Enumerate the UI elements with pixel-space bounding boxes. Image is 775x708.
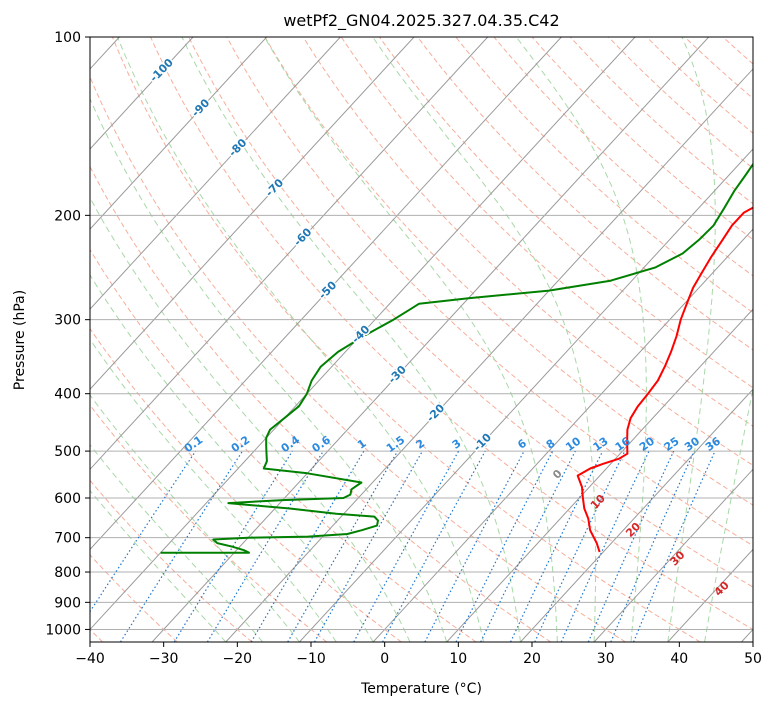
y-tick-label: 100 — [54, 30, 81, 46]
dry-adiabat — [90, 327, 402, 642]
data-series — [160, 162, 753, 554]
moist-adiabat — [704, 386, 753, 642]
temperature-line — [576, 206, 753, 553]
isotherm-line — [90, 37, 415, 390]
y-axis-title: Pressure (hPa) — [12, 290, 28, 390]
y-tick-label: 900 — [54, 595, 81, 611]
x-tick-label: 40 — [670, 651, 688, 667]
y-tick-label: 200 — [54, 208, 81, 224]
dry-adiabat — [90, 404, 328, 642]
x-tick-label: −30 — [149, 651, 179, 667]
y-tick-label: 400 — [54, 387, 81, 403]
mixing-ratio-line — [587, 450, 675, 642]
x-axis-title: Temperature (°C) — [360, 681, 482, 697]
mixing-ratio-line — [206, 450, 324, 642]
isotherm-line — [593, 468, 753, 642]
isotherm-line — [90, 37, 489, 471]
axes-ticks: −40 −30 −20 −10 0 10 20 30 40 50 100 200 300 400 500 60… — [45, 30, 762, 667]
dry-adiabat — [90, 75, 626, 642]
y-tick-label: 800 — [54, 565, 81, 581]
mixing-ratio-line — [313, 450, 423, 642]
y-tick-label: 700 — [54, 531, 81, 547]
mixing-ratio-line — [382, 450, 486, 642]
mixing-ratio-line — [119, 450, 244, 642]
mixing-ratio-line — [90, 450, 197, 613]
isotherm-line — [299, 148, 753, 642]
isotherm-line — [225, 68, 753, 642]
mixing-ratio-line — [610, 450, 695, 642]
moist-adiabat — [667, 37, 716, 642]
dry-adiabat — [608, 37, 753, 169]
dry-adiabat — [417, 37, 753, 351]
dry-adiabat — [188, 37, 753, 588]
moist-adiabat — [181, 37, 521, 642]
mixing-ratio-line — [173, 450, 293, 642]
mixing-ratio-line — [480, 450, 576, 642]
y-tick-label: 500 — [54, 444, 81, 460]
moist-adiabat — [90, 196, 411, 642]
x-tick-label: 10 — [449, 651, 467, 667]
plot-frame — [89, 36, 754, 643]
dry-adiabat — [379, 37, 753, 389]
isotherm-line — [151, 37, 710, 642]
moist-adiabat — [515, 37, 647, 642]
y-tick-label: 600 — [54, 491, 81, 507]
mixing-ratio-line — [353, 450, 460, 642]
moist-adiabat — [90, 394, 300, 642]
dry-adiabat — [302, 37, 753, 466]
x-tick-label: −10 — [296, 651, 326, 667]
isotherm-line — [90, 37, 268, 230]
x-tick-label: −40 — [75, 651, 105, 667]
x-tick-label: 0 — [380, 651, 389, 667]
x-tick-label: −20 — [223, 651, 253, 667]
moist-adiabat — [264, 37, 558, 642]
dry-adiabat — [150, 37, 753, 631]
isotherm-line — [446, 308, 753, 642]
dry-adiabat — [90, 479, 253, 642]
x-tick-label: 30 — [597, 651, 615, 667]
dewpoint-line — [160, 162, 753, 554]
mixing-ratio-line — [455, 450, 554, 642]
isotherm-line — [90, 37, 341, 310]
isotherm-line — [372, 228, 753, 642]
dry-adiabat — [90, 165, 552, 642]
dry-adiabat — [340, 37, 753, 427]
moist-adiabat — [117, 37, 485, 642]
dry-adiabat — [226, 37, 753, 547]
mixing-ratio-line — [633, 450, 716, 642]
dry-adiabat — [455, 37, 753, 314]
x-tick-label: 20 — [523, 651, 541, 667]
moist-adiabat — [90, 274, 374, 642]
background-lines — [90, 37, 753, 642]
y-tick-label: 300 — [54, 313, 81, 329]
isotherm-line — [90, 37, 194, 150]
dry-adiabat — [531, 37, 753, 241]
y-tick-label: 1000 — [45, 622, 81, 638]
isotherm-line — [520, 388, 753, 642]
x-tick-label: 50 — [744, 651, 762, 667]
isotherm-line — [90, 37, 562, 551]
moist-adiabat — [90, 97, 448, 642]
chart-title: wetPf2_GN04.2025.327.04.35.C42 — [283, 11, 559, 31]
